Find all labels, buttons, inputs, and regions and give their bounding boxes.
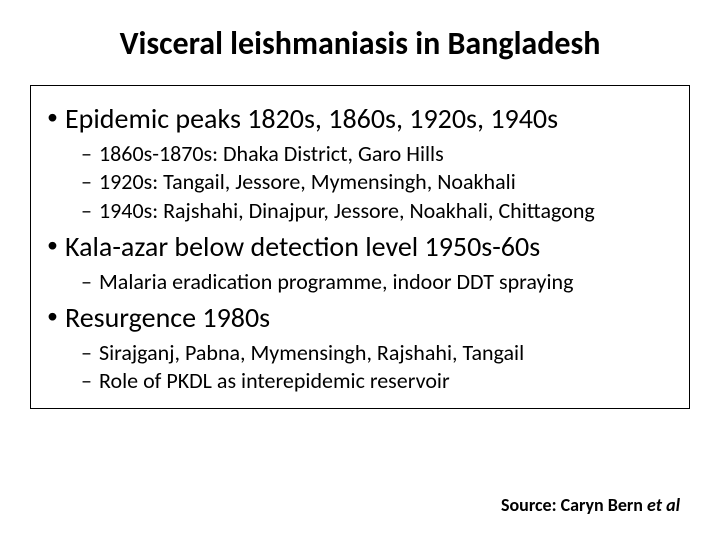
bullet-level2: –1860s-1870s: Dhaka District, Garo Hills [81,140,673,168]
bullet-dash-icon: – [81,339,99,367]
bullet-level2: –Malaria eradication programme, indoor D… [81,268,673,296]
bullet-text: Epidemic peaks 1820s, 1860s, 1920s, 1940… [65,102,673,136]
bullet-dash-icon: – [81,268,99,296]
bullet-dot-icon: • [47,301,65,332]
slide: Visceral leishmaniasis in Bangladesh •Ep… [0,0,720,540]
bullet-dash-icon: – [81,140,99,168]
bullet-level1: •Epidemic peaks 1820s, 1860s, 1920s, 194… [47,102,673,136]
bullet-level2: –Sirajganj, Pabna, Mymensingh, Rajshahi,… [81,339,673,367]
bullet-level2: –Role of PKDL as interepidemic reservoir [81,367,673,395]
source-label: Source: Caryn Bern [501,494,647,516]
bullet-level2: –1940s: Rajshahi, Dinajpur, Jessore, Noa… [81,197,673,225]
bullet-dash-icon: – [81,168,99,196]
bullet-text: 1920s: Tangail, Jessore, Mymensingh, Noa… [99,168,673,196]
bullet-dot-icon: • [47,230,65,261]
bullet-dot-icon: • [47,102,65,133]
bullet-text: Resurgence 1980s [65,301,673,335]
bullet-text: Sirajganj, Pabna, Mymensingh, Rajshahi, … [99,339,673,367]
bullet-text: Role of PKDL as interepidemic reservoir [99,367,673,395]
bullet-text: Kala-azar below detection level 1950s-60… [65,230,673,264]
bullet-text: 1860s-1870s: Dhaka District, Garo Hills [99,140,673,168]
slide-title: Visceral leishmaniasis in Bangladesh [30,24,690,63]
source-attribution: Source: Caryn Bern et al [501,494,680,516]
bullet-dash-icon: – [81,367,99,395]
bullet-text: 1940s: Rajshahi, Dinajpur, Jessore, Noak… [99,197,673,225]
content-box: •Epidemic peaks 1820s, 1860s, 1920s, 194… [30,85,690,409]
bullet-level1: •Resurgence 1980s [47,301,673,335]
bullet-level1: •Kala-azar below detection level 1950s-6… [47,230,673,264]
bullet-level2: –1920s: Tangail, Jessore, Mymensingh, No… [81,168,673,196]
bullet-dash-icon: – [81,197,99,225]
source-etal: et al [647,494,680,516]
bullet-text: Malaria eradication programme, indoor DD… [99,268,673,296]
